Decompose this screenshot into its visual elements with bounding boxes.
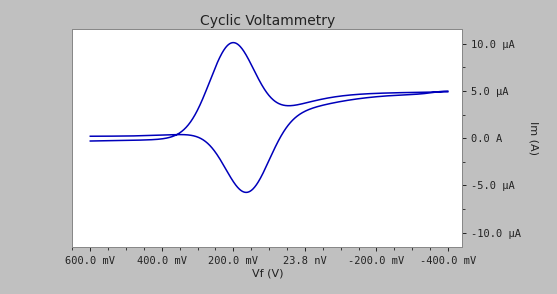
Y-axis label: Im (A): Im (A) xyxy=(528,121,538,155)
Title: Cyclic Voltammetry: Cyclic Voltammetry xyxy=(200,14,335,28)
X-axis label: Vf (V): Vf (V) xyxy=(252,269,283,279)
